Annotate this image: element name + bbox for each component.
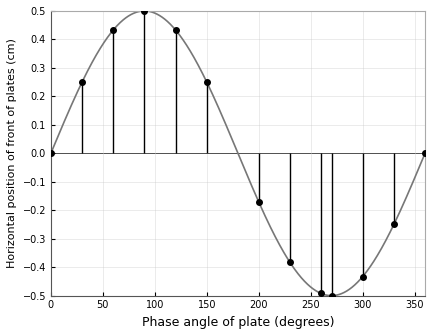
Y-axis label: Horizontal position of front of plates (cm): Horizontal position of front of plates (… — [7, 38, 17, 268]
X-axis label: Phase angle of plate (degrees): Phase angle of plate (degrees) — [142, 316, 334, 329]
